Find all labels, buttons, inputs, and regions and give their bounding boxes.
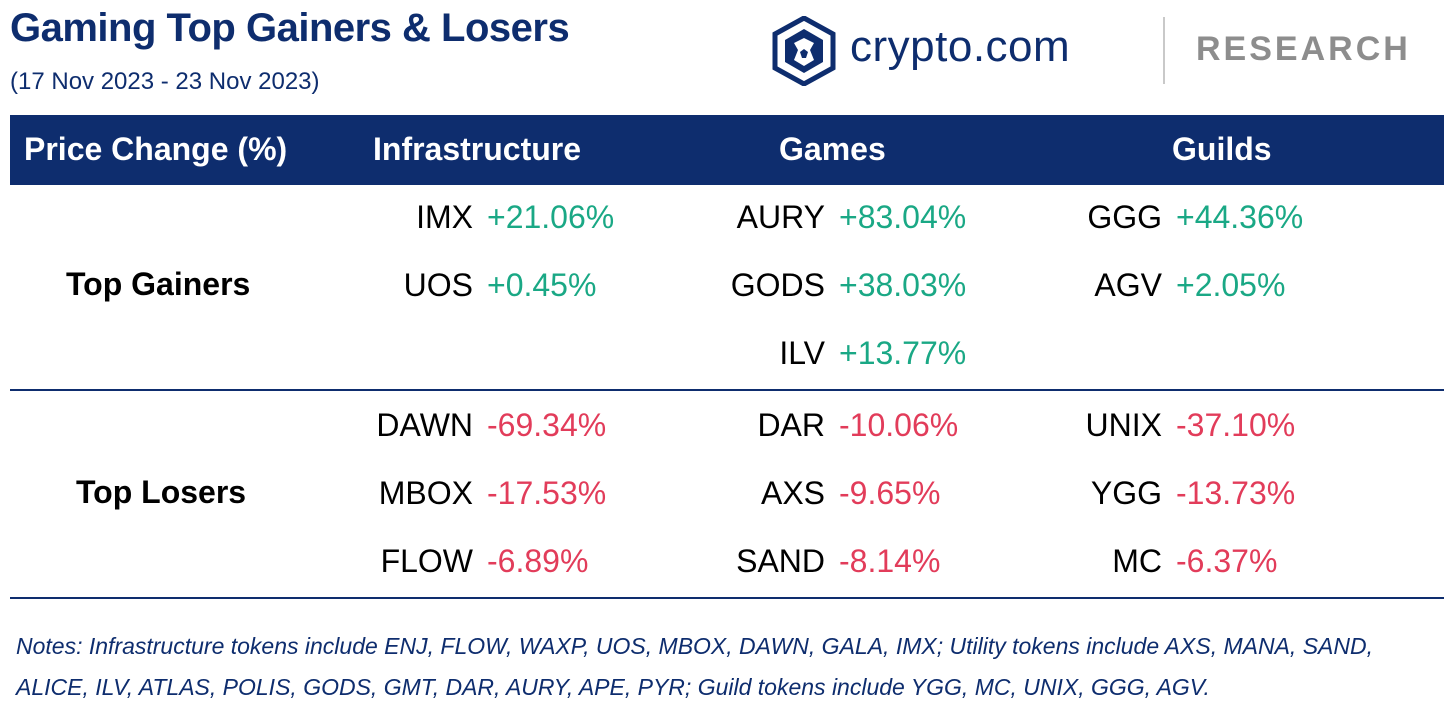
table-header [10,115,1444,185]
table-cell-change: +13.77% [839,335,967,371]
header-guilds: Guilds [1172,131,1272,167]
table-cell-change: -69.34% [487,407,607,443]
table-cell-change: +0.45% [487,267,597,303]
table-cell-change: -8.14% [839,543,941,579]
page-title: Gaming Top Gainers & Losers [10,6,570,50]
header-infrastructure: Infrastructure [373,131,582,167]
table-cell-change: -9.65% [839,475,941,511]
brand-section: RESEARCH [1196,30,1411,68]
table-cell-change: -6.89% [487,543,589,579]
table-cell-symbol: GGG [1087,199,1162,235]
table-bottom-rule [10,597,1444,599]
top-losers-label: Top Losers [76,474,247,510]
table-cell-change: +83.04% [839,199,967,235]
table-cell-symbol: FLOW [380,543,473,579]
table-cell-change: -37.10% [1176,407,1296,443]
table-cell-change: +21.06% [487,199,615,235]
table-cell-change: -13.73% [1176,475,1296,511]
table-cell-symbol: SAND [736,543,825,579]
table-cell-symbol: UNIX [1085,407,1162,443]
table-cell-change: -6.37% [1176,543,1278,579]
crypto-com-lion-shield-icon [772,16,836,86]
date-range-subtitle: (17 Nov 2023 - 23 Nov 2023) [10,68,320,95]
table-cell-symbol: GODS [730,267,825,303]
table-cell-symbol: MC [1112,543,1162,579]
table-cell-change: +2.05% [1176,267,1286,303]
top-gainers-label: Top Gainers [66,266,251,302]
table-cell-symbol: ILV [779,335,825,371]
table-cell-symbol: AURY [736,199,825,235]
table-cell-change: -17.53% [487,475,607,511]
brand-name: crypto.com [850,22,1071,71]
footnote: Notes: Infrastructure tokens include ENJ… [16,633,1373,700]
table-cell-symbol: AXS [760,475,825,511]
brand-divider [1163,17,1165,84]
section-divider [10,389,1444,391]
table-cell-symbol: DAR [757,407,825,443]
header-price-change: Price Change (%) [24,131,288,167]
table-cell-change: -10.06% [839,407,959,443]
table-cell-symbol: DAWN [376,407,473,443]
table-cell-change: +44.36% [1176,199,1304,235]
table-cell-symbol: YGG [1090,475,1162,511]
header-games: Games [779,131,886,167]
table-cell-symbol: UOS [403,267,473,303]
table-cell-symbol: MBOX [378,475,473,511]
table-cell-symbol: IMX [416,199,473,235]
table-cell-change: +38.03% [839,267,967,303]
table-cell-symbol: AGV [1094,267,1162,303]
